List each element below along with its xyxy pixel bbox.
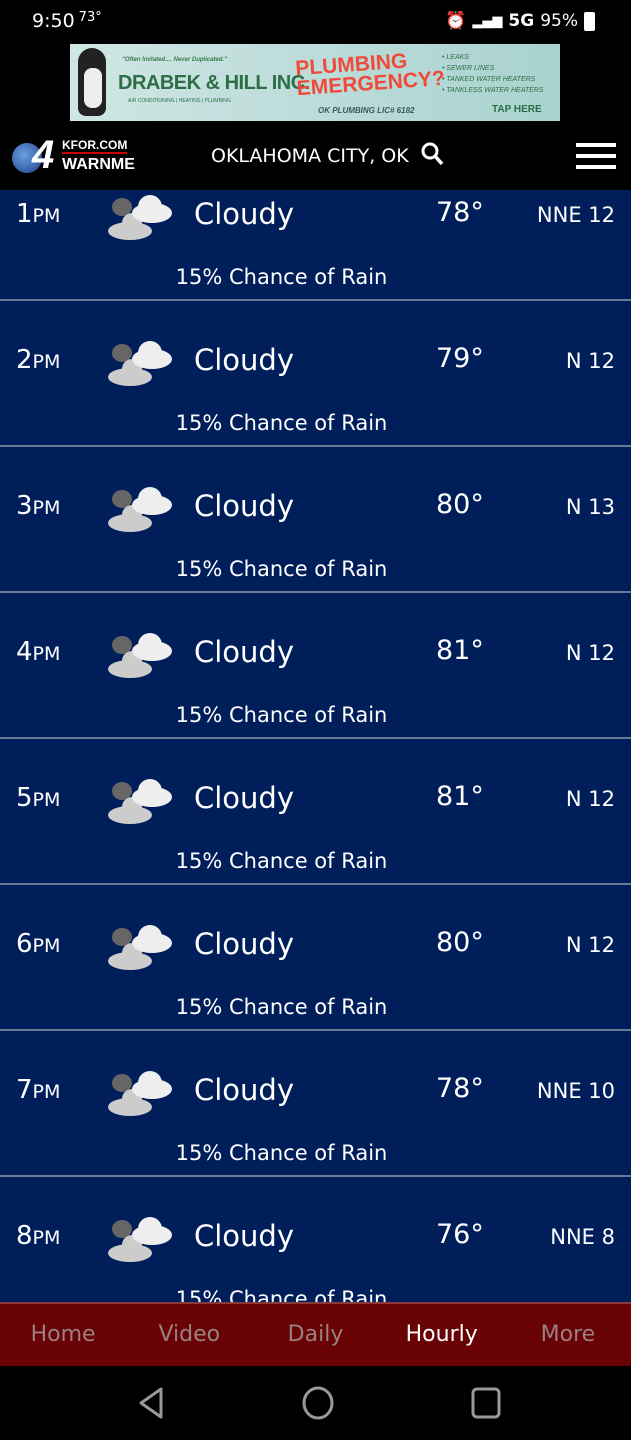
hour-label: 7PM bbox=[16, 1075, 61, 1105]
condition: Cloudy bbox=[194, 635, 294, 669]
hour-label: 6PM bbox=[16, 929, 61, 959]
rain-chance: 15% Chance of Rain bbox=[175, 849, 388, 873]
clock: 9:50 bbox=[32, 10, 75, 32]
hamburger-menu-icon[interactable] bbox=[576, 143, 616, 169]
ad-bullets: • LEAKS • SEWER LINES • TANKED WATER HEA… bbox=[442, 54, 544, 94]
search-icon[interactable] bbox=[420, 141, 444, 167]
wind: NNE 8 bbox=[550, 1225, 615, 1249]
temperature: 78° bbox=[436, 1073, 484, 1104]
location-label[interactable]: OKLAHOMA CITY, OK bbox=[211, 145, 409, 167]
nav-more[interactable]: More bbox=[540, 1322, 596, 1347]
ad-services: AIR CONDITIONING | HEATING | PLUMBING bbox=[128, 98, 231, 104]
cloudy-icon bbox=[108, 779, 172, 824]
wind: N 12 bbox=[565, 787, 615, 811]
home-circle-icon[interactable] bbox=[301, 1386, 335, 1420]
hour-label: 5PM bbox=[16, 783, 61, 813]
rain-chance: 15% Chance of Rain bbox=[175, 1287, 388, 1302]
nav-video[interactable]: Video bbox=[158, 1322, 221, 1347]
ad-license: OK PLUMBING LIC# 6182 bbox=[318, 106, 415, 115]
status-bar: 9:50 73° ⏰ ▂▄▆ 5G 95% bbox=[0, 0, 631, 44]
temperature: 79° bbox=[436, 343, 484, 374]
ad-headline: PLUMBING EMERGENCY? bbox=[294, 49, 446, 101]
ad-tagline: "Often Imitated.... Never Duplicated." bbox=[122, 57, 228, 63]
hour-label: 8PM bbox=[16, 1221, 61, 1251]
temperature: 81° bbox=[436, 781, 484, 812]
rain-chance: 15% Chance of Rain bbox=[175, 703, 388, 727]
cloudy-icon bbox=[108, 925, 172, 970]
hour-row[interactable]: 3PM Cloudy 80° N 13 15% Chance of Rain bbox=[0, 447, 631, 593]
wind: N 13 bbox=[565, 495, 615, 519]
rain-chance: 15% Chance of Rain bbox=[175, 557, 388, 581]
back-icon[interactable] bbox=[136, 1386, 166, 1420]
condition: Cloudy bbox=[194, 197, 294, 231]
kfor-logo[interactable]: 4 KFOR.COM WARNME bbox=[12, 133, 140, 177]
rain-chance: 15% Chance of Rain bbox=[175, 411, 388, 435]
recents-icon[interactable] bbox=[470, 1386, 502, 1420]
temperature: 76° bbox=[436, 1219, 484, 1250]
cloudy-icon bbox=[108, 1217, 172, 1262]
wind: N 12 bbox=[565, 933, 615, 957]
signal-icon: ▂▄▆ bbox=[472, 13, 503, 29]
condition: Cloudy bbox=[194, 927, 294, 961]
wind: N 12 bbox=[565, 641, 615, 665]
hour-row[interactable]: 7PM Cloudy 78° NNE 10 15% Chance of Rain bbox=[0, 1031, 631, 1177]
condition: Cloudy bbox=[194, 1219, 294, 1253]
condition: Cloudy bbox=[194, 781, 294, 815]
cloudy-icon bbox=[108, 633, 172, 678]
hour-row[interactable]: 8PM Cloudy 76° NNE 8 15% Chance of Rain bbox=[0, 1177, 631, 1302]
battery-icon bbox=[584, 11, 595, 31]
battery-level: 95% bbox=[540, 11, 578, 31]
hour-label: 4PM bbox=[16, 637, 61, 667]
rain-chance: 15% Chance of Rain bbox=[175, 1141, 388, 1165]
wind: NNE 12 bbox=[536, 203, 615, 227]
ad-banner[interactable]: "Often Imitated.... Never Duplicated." D… bbox=[70, 44, 560, 121]
temperature: 80° bbox=[436, 927, 484, 958]
ad-company: DRABEK & HILL INC. bbox=[118, 72, 310, 94]
nav-hourly[interactable]: Hourly bbox=[405, 1322, 478, 1347]
hour-label: 2PM bbox=[16, 345, 61, 375]
rain-chance: 15% Chance of Rain bbox=[175, 995, 388, 1019]
hour-row[interactable]: 6PM Cloudy 80° N 12 15% Chance of Rain bbox=[0, 885, 631, 1031]
wind: N 12 bbox=[565, 349, 615, 373]
hour-row[interactable]: 5PM Cloudy 81° N 12 15% Chance of Rain bbox=[0, 739, 631, 885]
rain-chance: 15% Chance of Rain bbox=[175, 265, 388, 289]
temperature: 81° bbox=[436, 635, 484, 666]
status-temp: 73° bbox=[78, 10, 102, 25]
hour-row[interactable]: 1PM Cloudy 78° NNE 12 15% Chance of Rain bbox=[0, 190, 631, 301]
hour-label: 1PM bbox=[16, 199, 61, 229]
nav-daily[interactable]: Daily bbox=[287, 1322, 344, 1347]
cloudy-icon bbox=[108, 1071, 172, 1116]
condition: Cloudy bbox=[194, 1073, 294, 1107]
alarm-icon: ⏰ bbox=[445, 11, 467, 31]
hourly-list[interactable]: 1PM Cloudy 78° NNE 12 15% Chance of Rain… bbox=[0, 190, 631, 1302]
hour-label: 3PM bbox=[16, 491, 61, 521]
penguin-mascot bbox=[78, 48, 106, 116]
nav-home[interactable]: Home bbox=[30, 1322, 96, 1347]
temperature: 78° bbox=[436, 197, 484, 228]
cloudy-icon bbox=[108, 195, 172, 240]
app-header: 4 KFOR.COM WARNME OKLAHOMA CITY, OK bbox=[0, 121, 631, 190]
temperature: 80° bbox=[436, 489, 484, 520]
hour-row[interactable]: 2PM Cloudy 79° N 12 15% Chance of Rain bbox=[0, 301, 631, 447]
ad-tap-here[interactable]: TAP HERE bbox=[492, 104, 542, 115]
network-type: 5G bbox=[508, 11, 535, 31]
cloudy-icon bbox=[108, 341, 172, 386]
system-nav-bar bbox=[0, 1366, 631, 1440]
condition: Cloudy bbox=[194, 489, 294, 523]
hour-row[interactable]: 4PM Cloudy 81° N 12 15% Chance of Rain bbox=[0, 593, 631, 739]
wind: NNE 10 bbox=[536, 1079, 615, 1103]
cloudy-icon bbox=[108, 487, 172, 532]
bottom-nav: Home Video Daily Hourly More bbox=[0, 1302, 631, 1366]
condition: Cloudy bbox=[194, 343, 294, 377]
